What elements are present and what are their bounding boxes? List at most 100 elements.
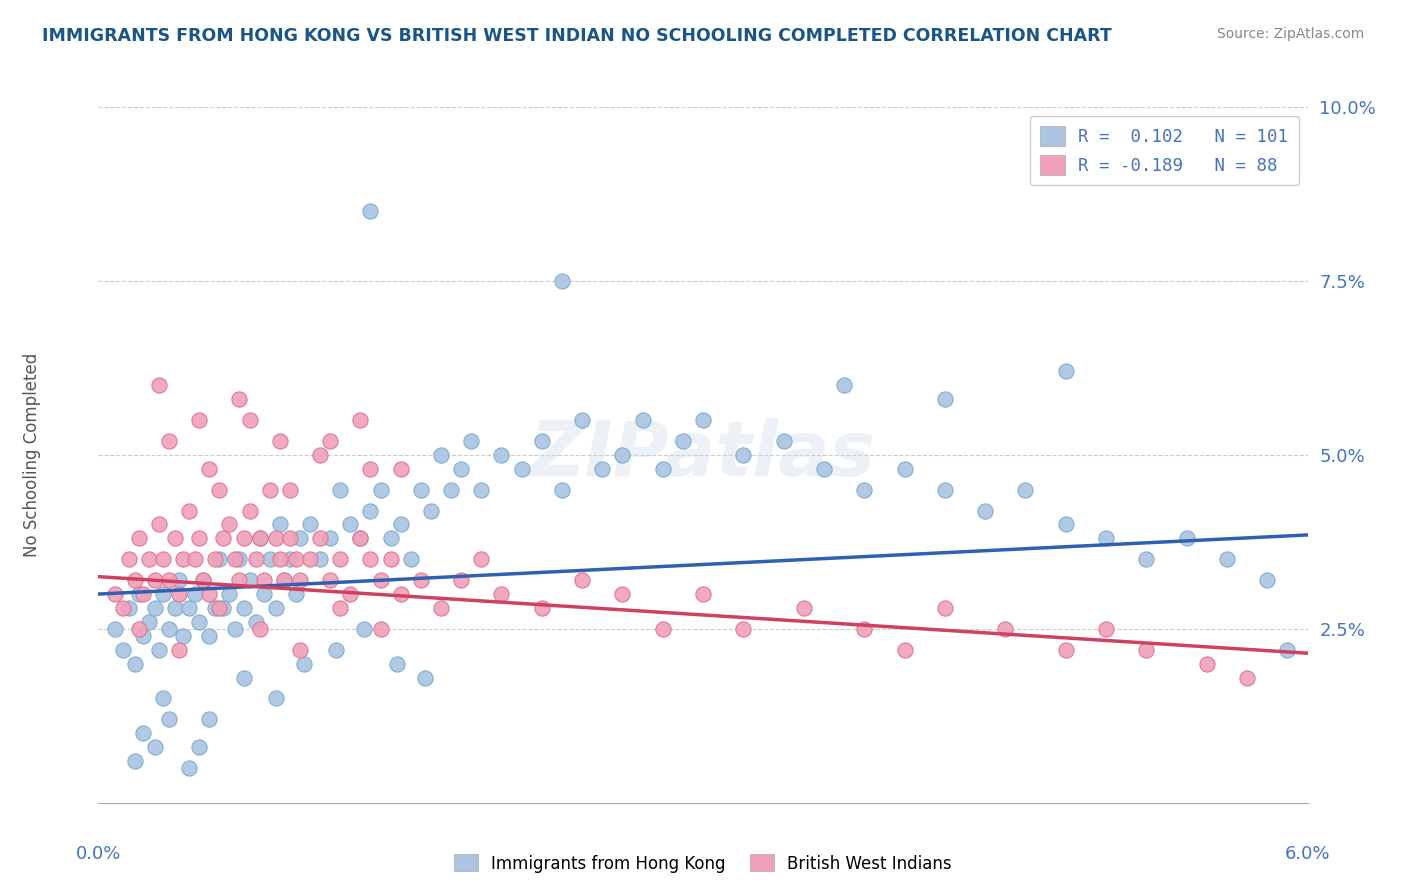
Point — [152, 587, 174, 601]
Point — [360, 462, 382, 476]
Point — [1135, 642, 1157, 657]
Point — [148, 517, 170, 532]
Point — [571, 413, 593, 427]
Point — [188, 740, 211, 755]
Point — [339, 517, 361, 532]
Point — [167, 587, 190, 601]
Point — [353, 622, 375, 636]
Point — [733, 622, 755, 636]
Point — [470, 483, 492, 497]
Point — [339, 587, 361, 601]
Point — [103, 587, 125, 601]
Point — [893, 462, 915, 476]
Point — [239, 573, 262, 587]
Point — [299, 517, 322, 532]
Point — [163, 532, 186, 546]
Point — [360, 552, 382, 566]
Point — [198, 587, 221, 601]
Point — [491, 587, 513, 601]
Point — [450, 462, 472, 476]
Point — [591, 462, 613, 476]
Point — [245, 552, 267, 566]
Point — [143, 740, 166, 755]
Point — [224, 622, 246, 636]
Point — [370, 573, 392, 587]
Point — [325, 642, 347, 657]
Point — [772, 434, 794, 448]
Point — [288, 642, 311, 657]
Text: No Schooling Completed: No Schooling Completed — [22, 353, 41, 557]
Point — [278, 483, 301, 497]
Point — [380, 552, 402, 566]
Point — [208, 552, 231, 566]
Point — [157, 622, 180, 636]
Point — [184, 587, 207, 601]
Point — [284, 552, 307, 566]
Point — [288, 573, 311, 587]
Point — [138, 552, 160, 566]
Point — [278, 532, 301, 546]
Text: 6.0%: 6.0% — [1285, 845, 1330, 863]
Point — [193, 573, 215, 587]
Point — [1175, 532, 1198, 546]
Point — [370, 622, 392, 636]
Point — [612, 448, 634, 462]
Point — [264, 601, 287, 615]
Point — [571, 573, 593, 587]
Point — [204, 601, 226, 615]
Point — [1236, 671, 1258, 685]
Point — [349, 413, 371, 427]
Point — [143, 601, 166, 615]
Point — [269, 517, 291, 532]
Point — [370, 483, 392, 497]
Point — [409, 573, 432, 587]
Point — [188, 532, 211, 546]
Point — [380, 532, 402, 546]
Point — [138, 615, 160, 629]
Point — [198, 712, 221, 726]
Point — [1277, 642, 1299, 657]
Point — [1054, 642, 1077, 657]
Point — [228, 392, 250, 407]
Legend: R =  0.102   N = 101, R = -0.189   N = 88: R = 0.102 N = 101, R = -0.189 N = 88 — [1029, 116, 1299, 186]
Point — [1135, 552, 1157, 566]
Point — [157, 712, 180, 726]
Point — [224, 552, 246, 566]
Point — [239, 503, 262, 517]
Point — [651, 622, 673, 636]
Legend: Immigrants from Hong Kong, British West Indians: Immigrants from Hong Kong, British West … — [447, 847, 959, 880]
Point — [470, 552, 492, 566]
Point — [132, 726, 155, 740]
Point — [491, 448, 513, 462]
Point — [188, 615, 211, 629]
Point — [360, 204, 382, 219]
Text: ZIPatlas: ZIPatlas — [530, 418, 876, 491]
Point — [204, 552, 226, 566]
Point — [349, 532, 371, 546]
Point — [179, 761, 201, 775]
Point — [893, 642, 915, 657]
Point — [1095, 532, 1118, 546]
Point — [319, 434, 342, 448]
Point — [253, 587, 276, 601]
Point — [152, 691, 174, 706]
Point — [128, 587, 150, 601]
Point — [329, 552, 352, 566]
Point — [269, 552, 291, 566]
Point — [148, 642, 170, 657]
Point — [103, 622, 125, 636]
Point — [430, 448, 453, 462]
Point — [212, 532, 235, 546]
Point — [179, 601, 201, 615]
Point — [273, 573, 295, 587]
Point — [299, 552, 322, 566]
Point — [124, 754, 146, 768]
Point — [188, 413, 211, 427]
Point — [284, 587, 307, 601]
Point — [349, 532, 371, 546]
Point — [239, 413, 262, 427]
Point — [259, 483, 281, 497]
Text: IMMIGRANTS FROM HONG KONG VS BRITISH WEST INDIAN NO SCHOOLING COMPLETED CORRELAT: IMMIGRANTS FROM HONG KONG VS BRITISH WES… — [42, 27, 1112, 45]
Point — [128, 622, 150, 636]
Point — [853, 483, 876, 497]
